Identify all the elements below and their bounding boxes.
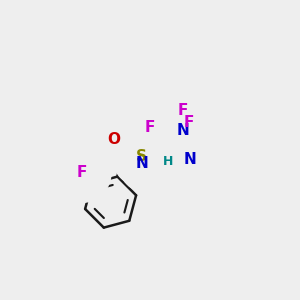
Text: N: N	[135, 156, 148, 171]
Text: N: N	[176, 123, 189, 138]
Text: O: O	[107, 132, 120, 147]
Text: F: F	[184, 116, 194, 130]
Text: H: H	[163, 155, 173, 168]
Text: S: S	[136, 149, 147, 164]
Circle shape	[153, 100, 212, 160]
Circle shape	[112, 127, 172, 186]
Circle shape	[52, 143, 111, 202]
Text: F: F	[145, 120, 155, 135]
Circle shape	[139, 137, 188, 186]
Circle shape	[160, 93, 219, 153]
Circle shape	[154, 81, 213, 141]
Text: N: N	[184, 152, 197, 166]
Circle shape	[118, 134, 178, 193]
Text: F: F	[178, 103, 188, 118]
Text: F: F	[76, 165, 86, 180]
Circle shape	[121, 98, 180, 157]
Circle shape	[84, 110, 143, 169]
Circle shape	[160, 129, 220, 189]
